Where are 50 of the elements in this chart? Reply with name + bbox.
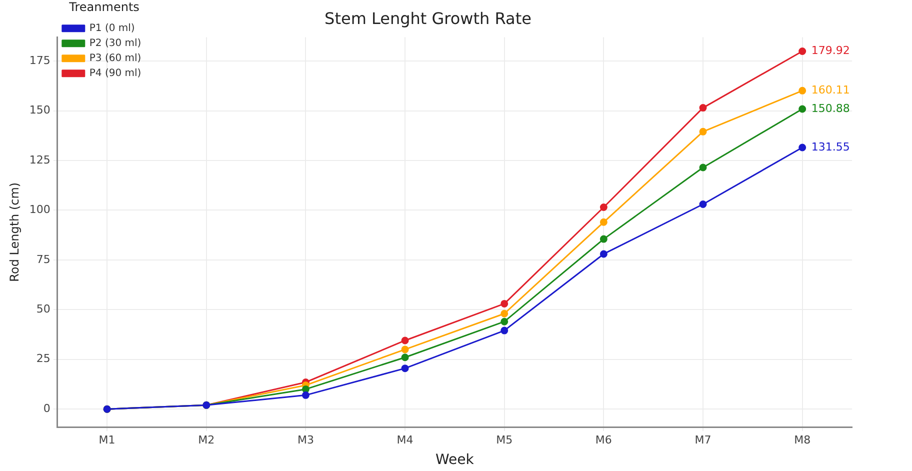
x-tick-label: M8	[794, 433, 811, 446]
x-tick-label: M2	[198, 433, 215, 446]
point	[600, 250, 608, 258]
y-axis-title: Rod Length (cm)	[7, 182, 22, 282]
point	[500, 310, 508, 318]
x-tick-label: M7	[694, 433, 712, 446]
point	[699, 200, 707, 208]
point	[302, 391, 310, 399]
point	[798, 86, 806, 94]
point	[798, 48, 806, 56]
y-tick-label: 0	[43, 402, 50, 415]
point	[798, 144, 806, 152]
x-tick-label: M1	[98, 433, 116, 446]
legend-label: P1 (0 ml)	[89, 22, 135, 34]
data-label: 160.11	[811, 84, 850, 97]
x-tick-label: M5	[496, 433, 513, 446]
data-label: 179.92	[811, 44, 850, 58]
y-tick-label: 175	[29, 54, 50, 67]
point	[401, 354, 409, 362]
point	[401, 364, 409, 372]
y-tick-label: 25	[36, 352, 50, 366]
point	[500, 326, 508, 334]
data-label: 131.55	[811, 140, 850, 154]
y-tick-label: 125	[29, 153, 50, 166]
point	[500, 300, 508, 308]
point	[302, 385, 310, 393]
point	[699, 164, 707, 172]
point	[401, 336, 409, 344]
point	[500, 318, 508, 326]
legend-label: P2 (30 ml)	[89, 38, 142, 49]
point	[699, 128, 707, 136]
y-tick-label: 100	[29, 203, 50, 216]
x-tick-label: M6	[595, 433, 612, 446]
data-label: 150.88	[811, 102, 850, 115]
point	[600, 218, 608, 226]
legend-title: Treanments	[68, 0, 140, 14]
point	[798, 105, 806, 113]
x-tick-label: M4	[396, 433, 414, 446]
point	[600, 203, 608, 211]
x-tick-label: M3	[297, 433, 314, 446]
chart-title: Stem Lenght Growth Rate	[324, 8, 532, 28]
y-tick-label: 75	[36, 252, 50, 266]
point	[699, 104, 707, 112]
x-axis-title: Week	[436, 452, 475, 468]
y-tick-label: 150	[29, 104, 50, 117]
point	[401, 346, 409, 354]
legend-label: P4 (90 ml)	[89, 68, 142, 79]
y-tick-label: 50	[36, 302, 50, 316]
legend-label: P3 (60 ml)	[89, 52, 142, 64]
point	[600, 235, 608, 243]
